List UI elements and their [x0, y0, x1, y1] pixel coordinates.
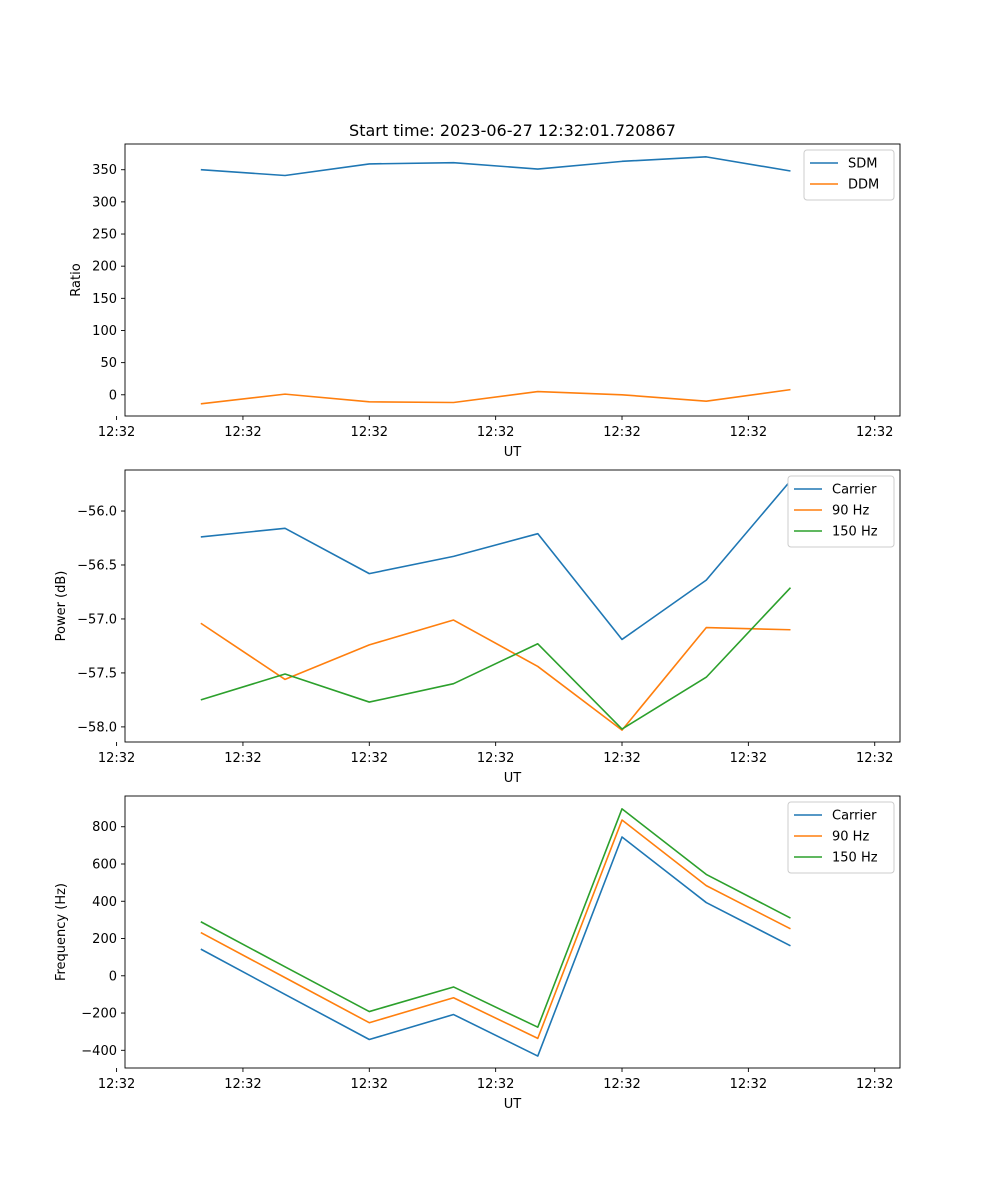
y-axis-label: Ratio [69, 263, 84, 296]
x-tick-label: 12:32 [856, 1077, 893, 1092]
x-axis-label: UT [504, 771, 522, 786]
y-tick-label: 600 [92, 858, 117, 873]
legend: Carrier 90 Hz 150 Hz [787, 475, 895, 548]
axes-frame [124, 795, 901, 1069]
x-tick-label: 12:32 [477, 425, 514, 440]
y-tick-label: 50 [100, 356, 117, 371]
chart-title: Start time: 2023-06-27 12:32:01.720867 [349, 121, 676, 140]
legend-label: Carrier [832, 483, 877, 498]
y-tick-label: 200 [92, 260, 117, 275]
y-tick-label: −58.0 [77, 720, 117, 735]
x-tick-label: 12:32 [477, 751, 514, 766]
y-tick-label: 0 [109, 969, 117, 984]
x-tick-label: 12:32 [224, 751, 261, 766]
y-tick-label: −57.0 [77, 612, 117, 627]
series-line-sdm [200, 156, 791, 177]
y-tick-label: 350 [92, 163, 117, 178]
series-line-90-hz [200, 619, 791, 731]
y-tick-label: 400 [92, 895, 117, 910]
x-tick-label: 12:32 [98, 751, 135, 766]
series-line-90-hz [200, 819, 791, 1040]
x-tick-label: 12:32 [603, 425, 640, 440]
legend-label: 90 Hz [832, 504, 869, 519]
y-tick-label: −56.0 [77, 505, 117, 520]
axes-frame [124, 143, 901, 417]
x-tick-label: 12:32 [351, 425, 388, 440]
x-tick-label: 12:32 [603, 751, 640, 766]
legend-label: DDM [848, 178, 879, 193]
y-tick-label: −56.5 [77, 558, 117, 573]
x-tick-label: 12:32 [856, 751, 893, 766]
y-axis-label: Frequency (Hz) [54, 883, 69, 981]
x-axis-label: UT [504, 445, 522, 460]
y-tick-label: −200 [81, 1007, 117, 1022]
y-tick-label: 300 [92, 195, 117, 210]
series-line-carrier [200, 836, 791, 1057]
y-tick-label: 100 [92, 324, 117, 339]
x-tick-label: 12:32 [730, 1077, 767, 1092]
x-tick-label: 12:32 [730, 751, 767, 766]
x-tick-label: 12:32 [224, 425, 261, 440]
legend: SDM DDM [803, 149, 895, 201]
series-line-ddm [200, 388, 791, 405]
frequency-panel: 12:32 12:32 12:32 12:32 12:32 12:32 12:32 −400 −… [54, 795, 901, 1112]
legend-label: SDM [848, 157, 877, 172]
y-tick-label: −400 [81, 1044, 117, 1059]
legend-label: 150 Hz [832, 525, 878, 540]
legend-label: Carrier [832, 809, 877, 824]
x-tick-label: 12:32 [730, 425, 767, 440]
x-tick-label: 12:32 [856, 425, 893, 440]
x-tick-label: 12:32 [98, 425, 135, 440]
series-line-150-hz [200, 808, 791, 1028]
legend: Carrier 90 Hz 150 Hz [787, 801, 895, 874]
y-tick-label: −57.5 [77, 666, 117, 681]
x-tick-label: 12:32 [603, 1077, 640, 1092]
x-tick-label: 12:32 [224, 1077, 261, 1092]
series-line-carrier [200, 480, 792, 641]
axes-frame [124, 469, 901, 743]
y-tick-label: 0 [109, 388, 117, 403]
legend-label: 150 Hz [832, 851, 878, 866]
x-tick-label: 12:32 [98, 1077, 135, 1092]
y-axis-label: Power (dB) [54, 571, 69, 642]
y-tick-label: 150 [92, 292, 117, 307]
y-tick-label: 800 [92, 820, 117, 835]
series-line-150-hz [200, 587, 792, 730]
y-tick-label: 200 [92, 932, 117, 947]
legend-box [787, 475, 895, 548]
x-axis-label: UT [504, 1097, 522, 1112]
legend-label: 90 Hz [832, 830, 869, 845]
legend-box [787, 801, 895, 874]
power-panel: 12:32 12:32 12:32 12:32 12:32 12:32 12:32 −58.0… [54, 469, 901, 786]
x-tick-label: 12:32 [351, 751, 388, 766]
x-tick-label: 12:32 [351, 1077, 388, 1092]
x-tick-label: 12:32 [477, 1077, 514, 1092]
ratio-panel: 12:32 12:32 12:32 12:32 12:32 12:32 12:32 0 50 10… [69, 143, 901, 460]
y-tick-label: 250 [92, 228, 117, 243]
